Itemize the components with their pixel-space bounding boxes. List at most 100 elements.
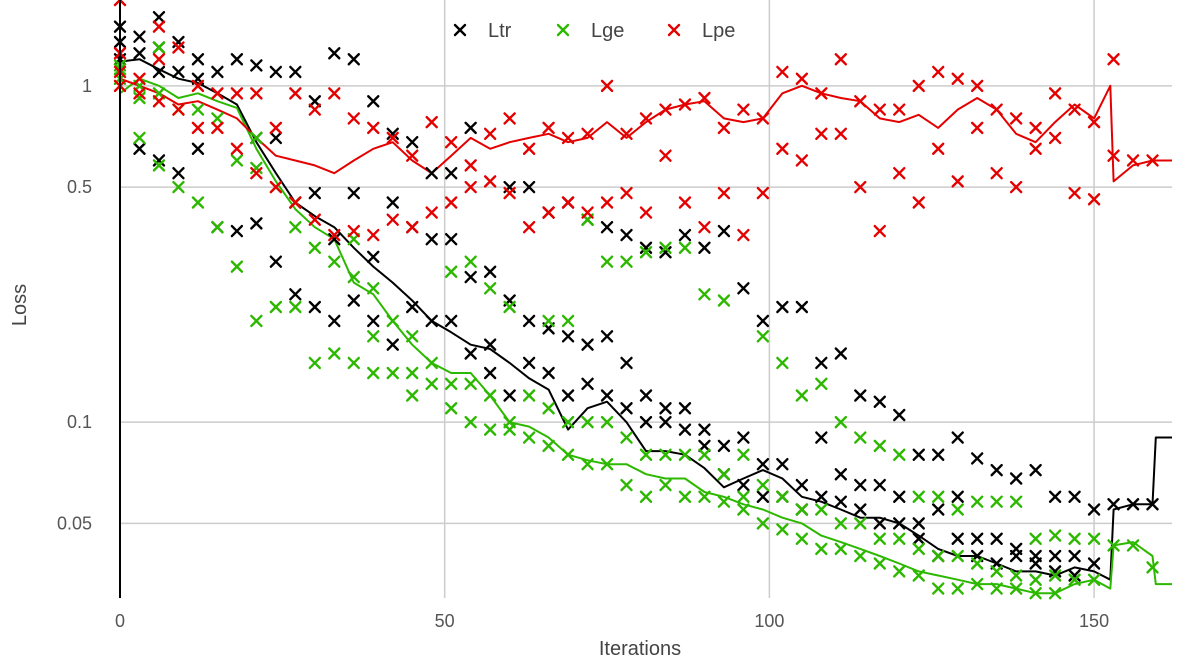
data-point-lge	[1146, 561, 1159, 574]
data-point-ltr	[483, 366, 497, 380]
data-point-lge	[308, 356, 322, 370]
data-point-lge	[211, 220, 224, 234]
data-point-lpe	[698, 91, 711, 105]
data-point-lpe	[932, 65, 945, 79]
data-point-lge	[1029, 587, 1042, 600]
series-lpe-points	[113, 0, 1159, 242]
data-point-lpe	[581, 127, 594, 141]
data-point-lge	[717, 294, 731, 307]
x-tick-label: 100	[754, 611, 784, 631]
data-point-lpe	[522, 142, 536, 155]
data-point-lge	[737, 490, 750, 503]
data-point-lpe	[464, 159, 477, 172]
data-point-lpe	[815, 127, 828, 141]
data-point-lge	[1087, 532, 1101, 545]
data-point-lge	[678, 448, 692, 461]
data-point-lge	[912, 490, 925, 503]
y-tick-label: 1	[82, 76, 92, 96]
data-point-ltr	[464, 347, 477, 360]
series-lines	[119, 58, 1172, 595]
data-point-lpe	[250, 87, 263, 100]
data-point-lpe	[347, 112, 360, 125]
data-point-ltr	[250, 217, 263, 230]
data-point-lpe	[581, 206, 594, 219]
data-point-ltr	[386, 127, 399, 141]
data-point-ltr	[639, 241, 653, 254]
data-point-lge	[367, 330, 380, 343]
data-point-ltr	[600, 220, 614, 234]
data-point-lpe	[503, 112, 516, 125]
data-point-lge	[522, 389, 536, 402]
data-point-lpe	[600, 79, 614, 93]
data-point-lpe	[756, 112, 770, 125]
data-point-ltr	[367, 250, 380, 264]
data-point-lpe	[970, 121, 984, 135]
y-axis-ticks: 0.05 0.1 0.5 1	[57, 76, 92, 534]
legend-label-lge: Lge	[591, 20, 624, 42]
data-point-lpe	[600, 196, 614, 209]
data-point-ltr	[367, 314, 380, 328]
data-point-ltr	[581, 377, 594, 391]
data-point-lge	[1087, 573, 1101, 586]
data-point-ltr	[133, 142, 146, 155]
legend-marker-ltr	[453, 23, 467, 37]
data-point-ltr	[289, 288, 302, 301]
data-point-ltr	[308, 186, 322, 200]
data-point-ltr	[522, 356, 536, 370]
data-point-lpe	[1107, 53, 1120, 66]
data-point-ltr	[172, 166, 185, 180]
data-point-lpe	[328, 228, 341, 242]
data-point-lge	[815, 377, 828, 391]
grid	[120, 0, 1172, 598]
data-point-lge	[425, 377, 438, 391]
data-point-lpe	[308, 103, 322, 116]
data-point-lge	[406, 330, 419, 343]
data-point-lge	[561, 448, 575, 461]
data-point-lpe	[152, 20, 166, 33]
data-point-lpe	[483, 127, 497, 141]
data-point-lpe	[425, 206, 438, 219]
data-point-ltr	[444, 166, 458, 180]
data-point-ltr	[795, 478, 809, 492]
data-point-lpe	[639, 112, 653, 125]
data-point-lge	[191, 196, 205, 209]
data-point-ltr	[756, 314, 770, 328]
y-axis-title: Loss	[9, 284, 31, 326]
data-point-ltr	[1107, 498, 1120, 511]
data-point-lge	[776, 523, 789, 536]
data-point-lge	[250, 131, 263, 145]
data-point-ltr	[912, 448, 925, 461]
series-markers	[113, 0, 1159, 600]
series-line-lpe	[119, 77, 1172, 183]
data-point-ltr	[308, 300, 322, 314]
data-point-lge	[756, 517, 770, 530]
data-point-ltr	[815, 356, 828, 370]
data-point-lpe	[172, 103, 185, 116]
data-point-lpe	[542, 121, 555, 135]
data-point-ltr	[211, 65, 224, 79]
data-point-lge	[386, 366, 399, 380]
data-point-lge	[834, 517, 848, 530]
data-point-lpe	[289, 87, 302, 100]
data-point-ltr	[912, 517, 925, 530]
data-point-lpe	[912, 79, 925, 93]
data-point-lpe	[1087, 115, 1101, 129]
data-point-lge	[639, 246, 653, 259]
data-point-ltr	[347, 186, 360, 200]
data-point-lpe	[717, 121, 731, 135]
data-point-lge	[347, 356, 360, 370]
data-point-lpe	[873, 224, 886, 238]
data-point-lge	[1029, 532, 1042, 545]
data-point-lge	[737, 503, 750, 516]
data-point-lge	[581, 457, 594, 471]
data-point-lge	[932, 582, 945, 595]
data-point-lpe	[269, 180, 283, 194]
data-point-lge	[932, 549, 945, 563]
data-point-lge	[406, 389, 419, 402]
data-point-ltr	[659, 402, 672, 415]
data-point-lpe	[737, 103, 750, 116]
data-point-lpe	[1009, 180, 1023, 194]
data-point-ltr	[367, 95, 380, 108]
y-tick-label: 0.05	[57, 513, 92, 533]
data-point-lpe	[970, 79, 984, 93]
